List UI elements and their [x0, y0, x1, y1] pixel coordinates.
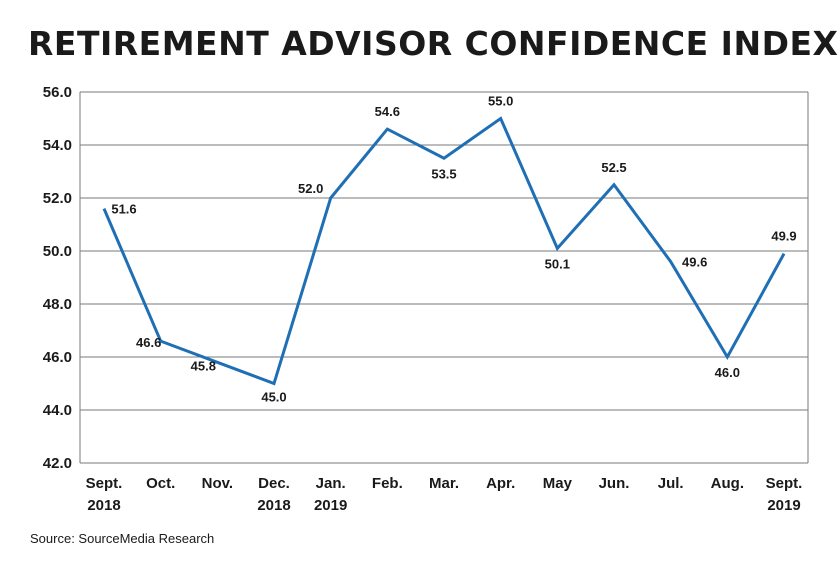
x-tick-label: Feb.: [372, 475, 403, 492]
x-tick-label: Oct.: [146, 475, 175, 492]
data-label: 53.5: [431, 166, 456, 181]
x-tick-label: Sept.: [766, 475, 803, 492]
data-label: 50.1: [545, 256, 570, 271]
x-tick-label: 2019: [767, 497, 800, 514]
y-tick-label: 42.0: [43, 455, 72, 472]
data-label: 46.6: [136, 335, 161, 350]
x-tick-label: Aug.: [711, 475, 744, 492]
x-tick-label: Sept.: [86, 475, 123, 492]
x-tick-label: 2018: [87, 497, 120, 514]
data-label: 45.8: [191, 358, 216, 373]
chart-container: 56.0 54.0 52.0 50.0 48.0 46.0 44.0 42.0 Sept. 201…: [43, 84, 809, 514]
data-label: 51.6: [111, 202, 136, 217]
line-chart: 56.0 54.0 52.0 50.0 48.0 46.0 44.0 42.0 Sept. 201…: [43, 84, 809, 514]
data-label: 49.9: [771, 229, 796, 244]
x-tick-label: May: [543, 475, 573, 492]
y-tick-label: 50.0: [43, 243, 72, 260]
data-label: 54.6: [375, 104, 400, 119]
y-tick-label: 56.0: [43, 84, 72, 101]
x-tick-label: Jul.: [658, 475, 684, 492]
chart-title: RETIREMENT ADVISOR CONFIDENCE INDEX: [28, 24, 839, 63]
y-tick-label: 54.0: [43, 137, 72, 154]
x-tick-label: Dec.: [258, 475, 290, 492]
x-tick-label: 2019: [314, 497, 347, 514]
data-label: 46.0: [715, 365, 740, 380]
x-tick-label: 2018: [257, 497, 290, 514]
data-label: 52.5: [601, 160, 626, 175]
data-label: 49.6: [682, 255, 707, 270]
data-label: 52.0: [298, 181, 323, 196]
x-tick-label: Apr.: [486, 475, 515, 492]
y-tick-label: 46.0: [43, 349, 72, 366]
y-tick-label: 52.0: [43, 190, 72, 207]
y-tick-label: 44.0: [43, 402, 72, 419]
data-label: 55.0: [488, 94, 513, 109]
data-label: 45.0: [261, 390, 286, 405]
x-tick-label: Jan.: [316, 475, 346, 492]
y-tick-label: 48.0: [43, 296, 72, 313]
x-tick-label: Mar.: [429, 475, 459, 492]
series-line: [102, 116, 786, 386]
x-tick-label: Jun.: [599, 475, 630, 492]
x-tick-label: Nov.: [202, 475, 233, 492]
source-note: Source: SourceMedia Research: [30, 531, 215, 546]
